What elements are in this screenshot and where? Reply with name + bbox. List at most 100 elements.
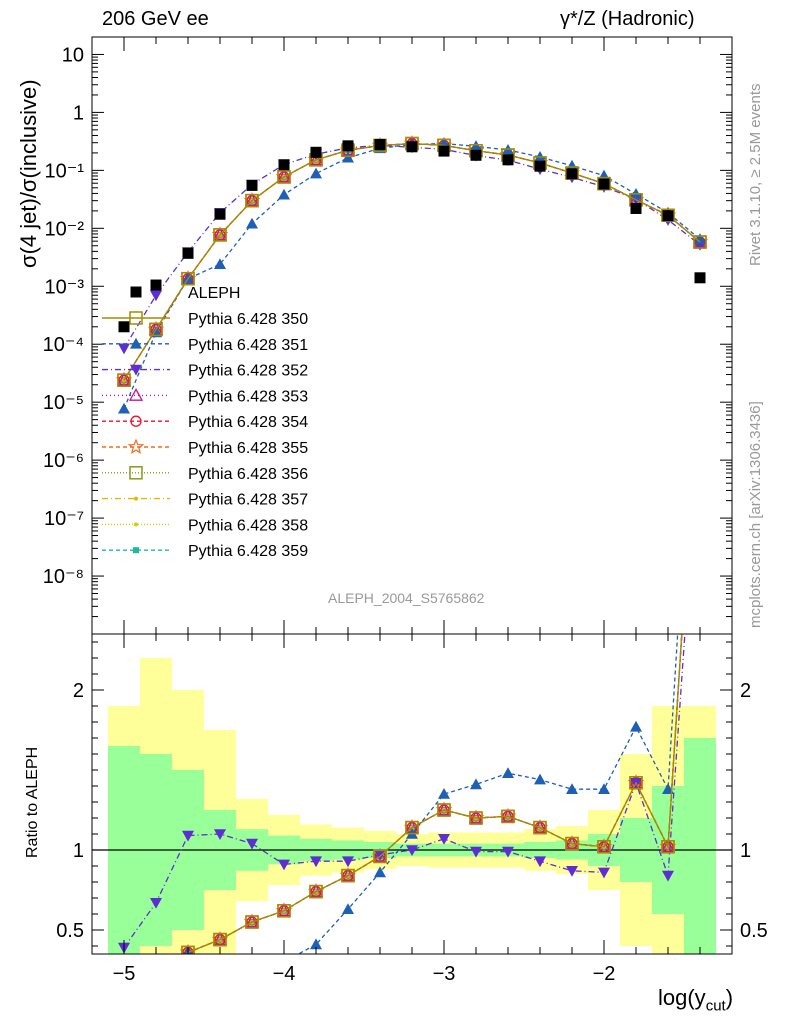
legend-marker (128, 388, 144, 401)
ratio-point (119, 986, 129, 996)
header-right-title: γ*/Z (Hadronic) (560, 8, 695, 30)
ratio-point (501, 809, 515, 824)
data-point (246, 217, 258, 229)
ratio-point (150, 977, 162, 989)
data-point (470, 140, 482, 152)
ratio-point (150, 977, 162, 988)
ratio-point (246, 838, 258, 850)
rivet-side-label: Rivet 3.1.10, ≥ 2.5M events (747, 83, 764, 267)
aleph-data-point (278, 159, 290, 171)
y-tick-label: 10⁻³ (45, 276, 85, 298)
x-tick-label: −2 (593, 963, 616, 985)
legend-label: Pythia 6.428 351 (188, 337, 308, 354)
ratio-point (566, 783, 578, 794)
aleph-data-point (598, 178, 610, 190)
x-axis-title-sub: cut (705, 997, 726, 1015)
ratio-point (182, 830, 194, 842)
ratio-point (438, 834, 450, 845)
ratio-point (118, 985, 130, 997)
y-tick-label: 10⁻¹ (45, 160, 85, 182)
ratio-point (212, 932, 228, 946)
ratio-point (500, 809, 516, 822)
ratio-point (694, 348, 706, 360)
ratio-point (598, 867, 610, 879)
ratio-point (694, 413, 706, 424)
ratio-point (470, 778, 482, 790)
ratio-point (308, 884, 324, 898)
x-axis-title: log(ycut) (658, 985, 733, 1014)
y-axis-title-main: σ(4 jet)/σ(inclusive) (16, 79, 41, 268)
ratio-point (310, 856, 322, 868)
ratio-point (437, 803, 451, 817)
ratio-point (534, 773, 546, 785)
data-point (278, 188, 290, 200)
ratio-point (122, 989, 126, 993)
legend-label: Pythia 6.428 356 (188, 466, 308, 483)
ratio-point (341, 868, 355, 883)
data-point (118, 343, 130, 355)
ratio-point (118, 998, 130, 1009)
ratio-y-tick-label-right: 1 (740, 840, 751, 862)
ratio-line (185, 634, 683, 954)
x-axis-title-main: log(y (658, 985, 706, 1010)
legend-marker (127, 438, 145, 455)
aleph-data-point (438, 145, 450, 157)
ratio-y-tick-label: 2 (73, 680, 84, 702)
ratio-point (470, 846, 482, 858)
aleph-data-point (630, 202, 642, 214)
ratio-point (150, 898, 162, 909)
aleph-data-point (310, 146, 322, 158)
y-tick-label: 10⁻⁶ (43, 450, 84, 472)
y-tick-label: 10 (62, 44, 84, 66)
ratio-point (660, 839, 676, 853)
ratio-point (121, 988, 127, 994)
data-point (597, 176, 611, 191)
ratio-point (276, 903, 292, 917)
ratio-point (151, 978, 161, 988)
data-point (694, 233, 706, 244)
legend-label: Pythia 6.428 359 (188, 543, 308, 560)
main-series-group (115, 134, 709, 414)
aleph-data-point (470, 149, 482, 161)
ratio-point (502, 846, 514, 858)
ratio-point (566, 866, 578, 877)
legend-label: Pythia 6.428 350 (188, 311, 308, 328)
ratio-point (310, 938, 322, 950)
ratio-point (630, 720, 642, 732)
ratio-y-tick-label: 1 (73, 840, 84, 862)
y-tick-label: 10⁻⁸ (43, 566, 84, 588)
ratio-point (533, 820, 547, 835)
legend-marker (130, 337, 142, 349)
ratio-point (374, 866, 386, 878)
y-tick-label: 1 (73, 102, 84, 124)
aleph-data-point (150, 279, 162, 291)
ratio-point (564, 836, 580, 850)
ratio-point (342, 856, 354, 868)
legend-marker (130, 415, 142, 427)
ratio-point (438, 788, 450, 799)
data-point (116, 372, 132, 386)
ratio-point (629, 776, 643, 790)
legend-marker (134, 496, 138, 501)
ratio-point (373, 849, 387, 864)
mcplots-side-label: mcplots.cern.ch [arXiv:1306.3436] (747, 401, 764, 628)
data-point (181, 271, 195, 286)
ratio-point (406, 845, 418, 856)
ratio-point (534, 856, 546, 868)
ratio-y-tick-label-right: 0.5 (740, 920, 768, 942)
ratio-point (309, 884, 323, 899)
aleph-data-point (182, 247, 194, 259)
aleph-data-point (406, 141, 418, 153)
legend-label: Pythia 6.428 355 (188, 440, 308, 457)
legend-label: Pythia 6.428 352 (188, 363, 308, 380)
data-point (214, 258, 226, 270)
legend-marker (129, 311, 143, 325)
ratio-point (695, 349, 705, 359)
ratio-point (154, 981, 158, 985)
ratio-point (154, 981, 158, 985)
data-point (149, 322, 163, 337)
ratio-point (405, 820, 419, 835)
data-point (212, 227, 228, 241)
legend-marker (129, 466, 143, 480)
ratio-point (662, 870, 674, 882)
